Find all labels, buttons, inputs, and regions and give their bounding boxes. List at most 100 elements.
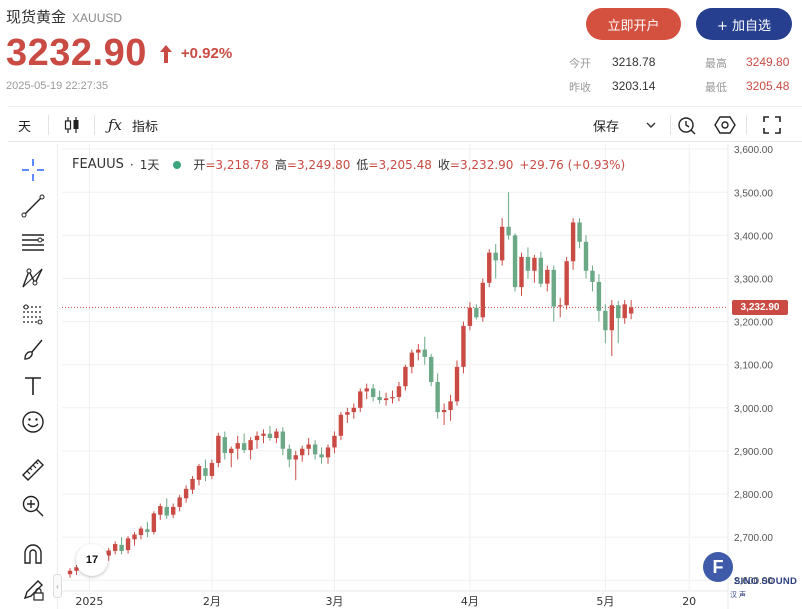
candle-body [293, 455, 298, 460]
x-tick-label: 5月 [596, 595, 614, 608]
candle-body [512, 235, 518, 288]
collapse-toolbar-handle[interactable]: ‹ [53, 574, 62, 598]
candle-body [435, 381, 440, 413]
legend-separator: · [129, 157, 134, 172]
candle-body [248, 440, 253, 451]
candle-body [106, 550, 111, 556]
watermark-text: SINO SOUND [734, 576, 798, 587]
candle-body [474, 307, 479, 318]
indicators-button[interactable]: ƒx 指标 [108, 107, 158, 143]
candle-body [306, 444, 311, 449]
brush-icon[interactable] [19, 336, 47, 364]
candles-icon[interactable] [62, 107, 82, 143]
magnet-icon[interactable] [19, 540, 47, 568]
y-tick-label: 3,300.00 [734, 274, 773, 285]
up-arrow-icon [159, 44, 173, 64]
candle-body [570, 222, 576, 262]
candle-body [558, 305, 563, 307]
pattern-icon[interactable] [19, 264, 47, 292]
candle-body [519, 256, 524, 288]
legend-high-label: 高 [274, 158, 287, 172]
ruler-icon[interactable] [19, 456, 47, 484]
candle-body [532, 257, 537, 271]
candle-body [300, 448, 305, 456]
candle-body [151, 513, 157, 532]
open-account-button[interactable]: 立即开户 [586, 8, 681, 40]
watermark-subtext: 汉 声 [730, 592, 746, 599]
legend-change: +29.76 (+0.93%) [519, 157, 626, 172]
last-price-tag: 3,232.90 [732, 299, 788, 315]
candle-body [351, 407, 356, 413]
candle-body [319, 454, 324, 458]
emoji-icon[interactable] [19, 408, 47, 436]
candle-body [609, 305, 614, 331]
chevron-down-icon[interactable] [645, 107, 657, 143]
measure-lines-icon[interactable] [19, 300, 47, 328]
candle-body [203, 468, 208, 476]
candle-body [216, 435, 221, 463]
chart-legend: FEAUUS · 1天 开 =3,218.78 高 =3,249.80 低 =3,20… [72, 156, 625, 173]
prev-close-label: 昨收 [569, 81, 591, 94]
candle-body [138, 528, 144, 535]
x-tick-label: 3月 [325, 595, 343, 608]
indicators-label: 指标 [132, 119, 159, 135]
price-row: 3232.90 +0.92% [6, 32, 232, 75]
prev-close-value: 3203.14 [612, 79, 656, 93]
y-tick-label: 3,000.00 [734, 404, 773, 415]
fullscreen-icon[interactable] [762, 107, 782, 143]
x-tick-label: 20 [682, 595, 696, 608]
zoom-in-icon[interactable] [19, 492, 47, 520]
legend-low-number: 3,205.48 [378, 157, 432, 172]
instrument-title: 现货黄金 [6, 8, 67, 26]
candle-body [493, 252, 498, 261]
alert-clock-icon[interactable] [676, 107, 698, 143]
candle-body [209, 462, 215, 476]
interval-button[interactable]: 天 [18, 119, 32, 135]
text-icon[interactable] [19, 372, 47, 400]
watermark-logo-letter: F [703, 552, 733, 582]
candle-body [454, 366, 460, 402]
candle-body [332, 435, 337, 448]
open-label: 今开 [569, 57, 591, 70]
save-button[interactable]: 保存 [593, 119, 620, 135]
candle-body [119, 544, 124, 551]
candle-body [177, 497, 182, 507]
candle-body [229, 448, 234, 454]
candle-body [403, 366, 408, 387]
candle-body [616, 305, 621, 319]
horizontal-lines-icon[interactable] [19, 228, 47, 256]
candle-body [467, 307, 473, 326]
candle-body [603, 310, 608, 331]
candle-body [164, 506, 169, 516]
candle-body [383, 398, 389, 401]
candle-body [448, 401, 453, 410]
candle-body [67, 570, 73, 575]
candle-body [377, 397, 382, 401]
open-value: 3218.78 [612, 55, 656, 69]
lock-pencil-icon[interactable] [19, 576, 47, 604]
settings-hexagon-icon[interactable] [714, 107, 736, 143]
legend-interval: 1天 [139, 158, 160, 172]
price-chart[interactable]: 3,600.00 3,500.00 3,400.00 3,300.00 3,200.00… [62, 144, 802, 609]
title-row: 现货黄金 XAUUSD [6, 6, 122, 27]
tradingview-logo[interactable]: 17 [76, 544, 108, 576]
candle-body [364, 388, 369, 392]
high-label: 最高 [705, 57, 727, 70]
toolbar-divider [48, 115, 49, 135]
toolbar-divider [94, 115, 95, 135]
legend-low-value: =3,205.48 [368, 157, 432, 172]
candle-body [622, 304, 627, 319]
trend-line-icon[interactable] [19, 192, 47, 220]
candle-body [312, 444, 318, 455]
candle-body [422, 349, 427, 357]
candle-body [429, 356, 434, 382]
candlestick-chart[interactable]: 3,600.00 3,500.00 3,400.00 3,300.00 3,200.00… [62, 144, 802, 609]
candle-body [74, 567, 79, 571]
add-watchlist-button[interactable]: + 加自选 [696, 8, 792, 40]
candle-body [461, 325, 466, 367]
crosshair-icon[interactable] [19, 156, 47, 184]
y-tick-label: 3,200.00 [734, 318, 773, 329]
legend-high-number: 3,249.80 [296, 157, 351, 172]
candle-body [222, 437, 227, 454]
sinosound-watermark: F SINO SOUND 汉 声 [700, 552, 800, 606]
